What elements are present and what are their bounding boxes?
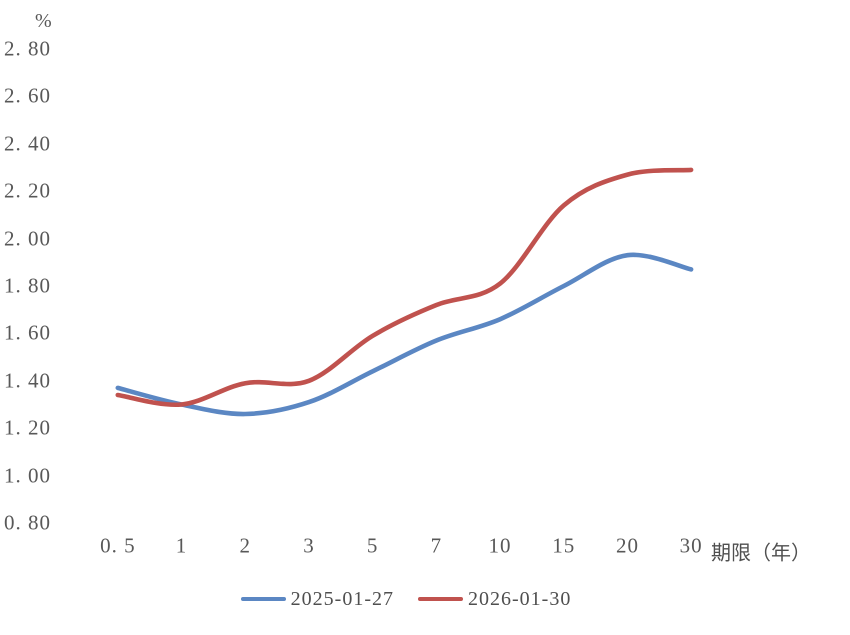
y-tick-label: 1. 00: [4, 463, 51, 488]
x-tick-label: 20: [615, 533, 639, 558]
y-tick-label: 2. 80: [4, 36, 51, 61]
x-tick-label: 0. 5: [100, 533, 136, 558]
legend-item-2025-01-27: 2025-01-27: [240, 588, 394, 610]
x-tick-label: 15: [552, 533, 576, 558]
legend-swatch-2026-01-30: [418, 596, 463, 602]
x-tick-label: 7: [430, 533, 443, 558]
x-tick-label: 5: [366, 533, 379, 558]
x-tick-label: 1: [175, 533, 188, 558]
x-axis-title: 期限（年）: [711, 542, 811, 565]
y-tick-label: 2. 60: [4, 83, 51, 108]
series-line-2025-01-27: [115, 252, 694, 417]
y-tick-label: 1. 80: [4, 273, 51, 298]
x-tick-label: 10: [488, 533, 512, 558]
x-tick-label: 2: [239, 533, 251, 558]
y-tick-label: 1. 20: [4, 415, 51, 440]
legend-item-2026-01-30: 2026-01-30: [418, 589, 571, 609]
legend-swatch-2025-01-27: [240, 596, 286, 602]
series-line-2026-01-30: [115, 167, 694, 408]
y-tick-label: 2. 40: [4, 131, 51, 156]
legend-label-2025-01-27: 2025-01-27: [290, 588, 394, 610]
y-tick-label: 2. 00: [4, 226, 51, 251]
y-tick-label: 2. 20: [4, 178, 51, 203]
x-tick-label: 3: [303, 533, 315, 558]
y-tick-label: 1. 60: [4, 320, 51, 345]
legend: 2025-01-27 2026-01-30: [0, 589, 831, 609]
y-tick-label: 1. 40: [4, 368, 51, 393]
x-tick-label: 30: [679, 533, 703, 558]
y-axis-unit-label: %: [35, 10, 52, 32]
y-tick-label: 0. 80: [4, 510, 51, 535]
legend-label-2026-01-30: 2026-01-30: [468, 588, 572, 610]
